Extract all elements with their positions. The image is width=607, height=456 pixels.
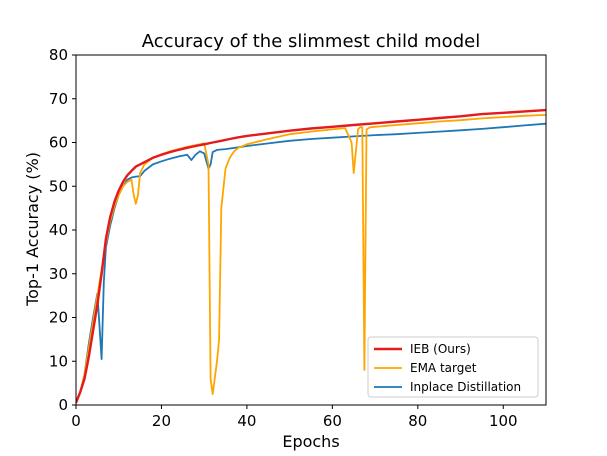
series-line-inplace-distillation	[76, 122, 546, 404]
y-axis-label: Top-1 Accuracy (%)	[23, 152, 42, 307]
legend-label: Inplace Distillation	[410, 380, 521, 394]
series-line-ema-target	[76, 114, 546, 404]
x-tick-label: 100	[489, 412, 518, 430]
y-tick-label: 0	[58, 396, 68, 414]
legend: IEB (Ours) EMA target Inplace Distillation	[367, 336, 539, 398]
x-axis-ticks: 0 20 40 60 80 100	[71, 405, 518, 430]
series-line-ieb-ours	[76, 108, 546, 404]
series-lines	[76, 108, 546, 404]
x-tick-label: 0	[71, 412, 81, 430]
x-tick-label: 20	[152, 412, 171, 430]
legend-label: EMA target	[410, 361, 477, 375]
legend-box	[367, 336, 539, 398]
y-axis-ticks: 0 10 20 30 40 50 60 70 80	[49, 46, 76, 414]
legend-label: IEB (Ours)	[410, 342, 471, 356]
y-tick-label: 70	[49, 90, 68, 108]
y-tick-label: 50	[49, 177, 68, 195]
y-tick-label: 30	[49, 265, 68, 283]
x-axis-label: Epochs	[282, 432, 339, 451]
y-tick-label: 80	[49, 46, 68, 64]
chart-title: Accuracy of the slimmest child model	[142, 31, 480, 52]
y-tick-label: 40	[49, 221, 68, 239]
x-tick-label: 40	[237, 412, 256, 430]
y-tick-label: 10	[49, 352, 68, 370]
x-tick-label: 80	[408, 412, 427, 430]
y-tick-label: 20	[49, 309, 68, 327]
y-tick-label: 60	[49, 134, 68, 152]
x-tick-label: 60	[323, 412, 342, 430]
